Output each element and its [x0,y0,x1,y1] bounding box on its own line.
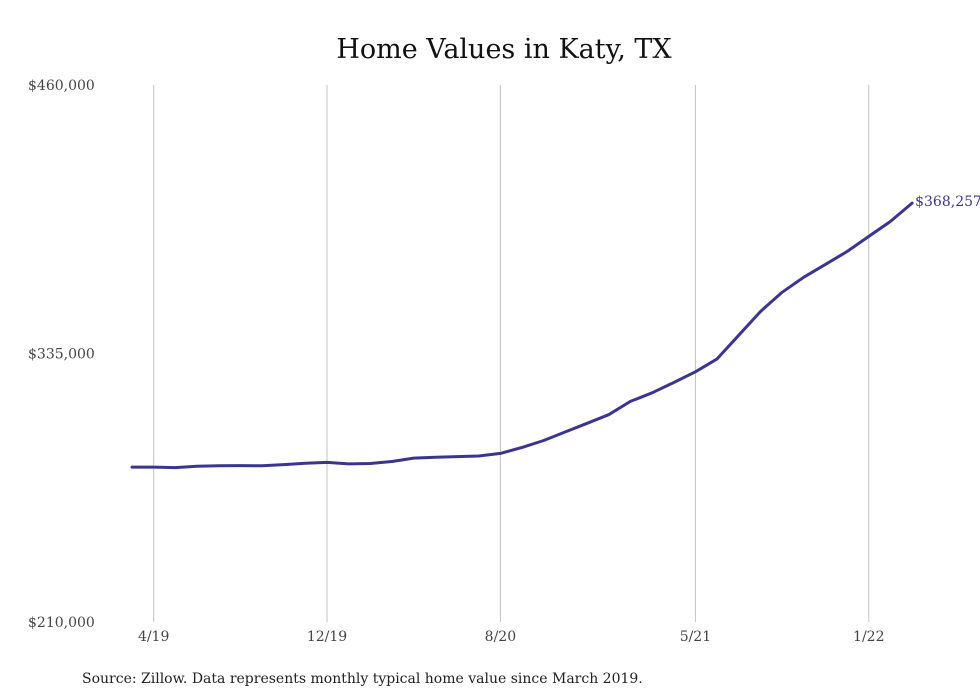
data-point [347,462,350,465]
data-point [867,235,870,238]
y-tick-label: $210,000 [28,615,95,631]
series-line [130,201,914,470]
data-point [152,466,155,469]
data-point [261,464,264,467]
data-point [369,462,372,465]
data-point [781,291,784,294]
data-point [239,464,242,467]
source-note: Source: Zillow. Data represents monthly … [82,671,643,687]
x-tick-label: 12/19 [307,629,347,645]
data-point [196,465,199,468]
data-point [694,370,697,373]
end-value-label: $368,257 [915,194,980,210]
y-axis-tick-labels: $460,000 $335,000 $210,000 [28,78,95,631]
x-tick-label: 8/20 [485,629,516,645]
x-axis-tick-labels: 4/19 12/19 8/20 5/21 1/22 [138,629,885,645]
data-point [759,310,762,313]
data-point [131,466,134,469]
series-layer: $368,257 [130,194,980,470]
y-tick-label: $335,000 [28,347,95,363]
gridlines [153,85,870,622]
data-point [217,464,220,467]
data-point [412,457,415,460]
data-point [391,460,394,463]
data-point [521,446,524,449]
data-point [499,452,502,455]
data-point [716,357,719,360]
data-point [607,413,610,416]
data-point [174,466,177,469]
data-point [824,263,827,266]
data-point [434,456,437,459]
data-point [456,455,459,458]
data-point [542,439,545,442]
data-point [737,334,740,337]
data-point [846,250,849,253]
data-point [326,461,329,464]
data-point [911,202,914,205]
data-point [651,391,654,394]
x-tick-label: 4/19 [138,629,169,645]
data-point [304,462,307,465]
data-point [282,463,285,466]
data-point [802,276,805,279]
data-point [629,400,632,403]
x-tick-label: 1/22 [853,629,884,645]
data-point [889,220,892,223]
chart-title: Home Values in Katy, TX [336,34,672,65]
y-tick-label: $460,000 [28,78,95,94]
x-tick-label: 5/21 [680,629,711,645]
data-point [564,430,567,433]
data-point [586,422,589,425]
data-point [477,455,480,458]
data-point [672,381,675,384]
